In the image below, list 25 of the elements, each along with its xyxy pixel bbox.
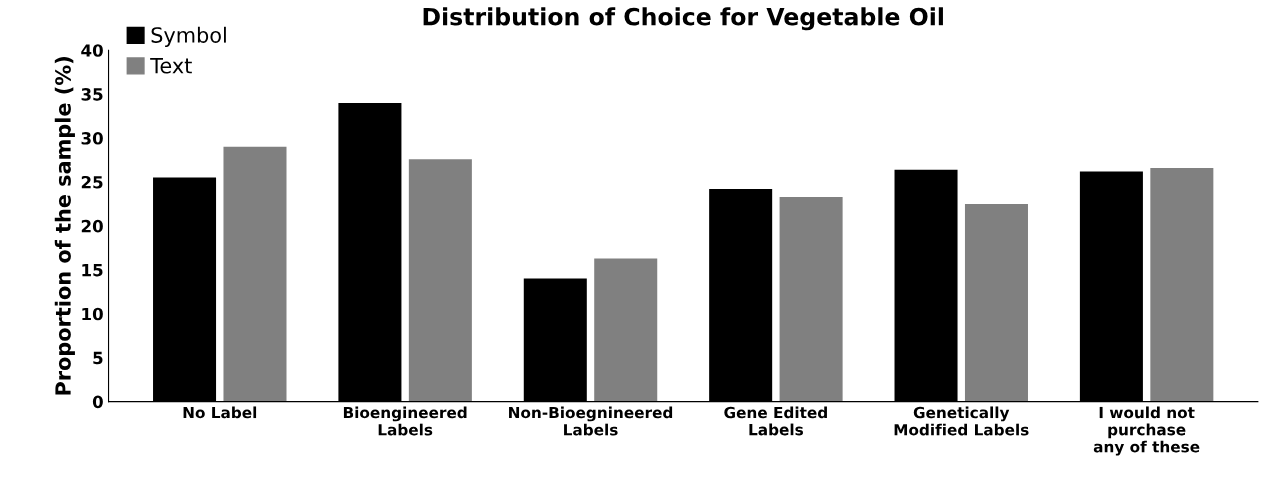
y-tick-label: 5 [93, 351, 103, 365]
legend-label: Text [150, 58, 192, 74]
bar [1150, 167, 1214, 402]
bar [779, 196, 843, 402]
y-tick-label: 35 [81, 88, 103, 101]
legend-label: Symbol [151, 26, 226, 47]
y-tick-label: 40 [81, 44, 103, 57]
y-tick-label: 10 [82, 307, 103, 321]
chart-title: Distribution of Choice for Vegetable Oil [423, 7, 943, 31]
x-tick-label: I would not purchase any of these [1093, 406, 1200, 456]
y-tick-label: 20 [81, 219, 103, 233]
bar [223, 146, 287, 402]
x-tick-label: Genetically Modified Labels [894, 406, 1029, 436]
y-tick-label: 15 [82, 264, 103, 277]
x-tick-label: No Label [183, 406, 257, 419]
bar [408, 159, 472, 402]
y-tick-label: 30 [81, 132, 103, 145]
x-tick-label: Bioengineered Labels [343, 406, 467, 436]
y-tick-label: 25 [81, 175, 103, 189]
bar [964, 203, 1028, 402]
y-tick-label: 0 [92, 395, 103, 409]
bar [594, 258, 658, 402]
x-tick-label: Gene Edited Labels [724, 406, 827, 436]
x-tick-label: Non-Bioegnineered Labels [509, 406, 673, 436]
y-axis-title: Proportion of the sample (%) [54, 57, 75, 395]
